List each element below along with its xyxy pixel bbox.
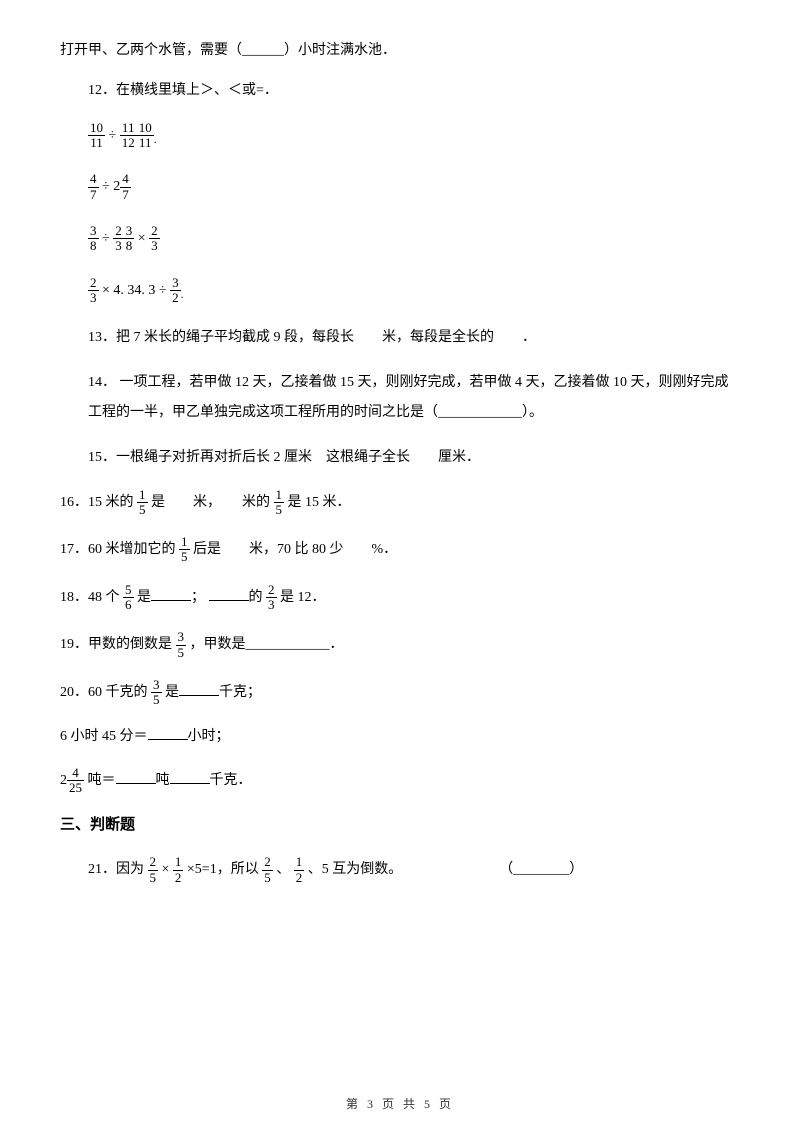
q12-expr2: 47 ÷ 247: [60, 172, 740, 202]
q12-prompt: 12．在横线里填上＞、＜或=．: [60, 80, 740, 102]
q16: 16．15 米的 15 是 米， 米的 15 是 15 米．: [60, 488, 740, 518]
intro-line: 打开甲、乙两个水管，需要（______）小时注满水池．: [60, 40, 740, 62]
q20-line1: 20．60 千克的 35 是千克；: [60, 678, 740, 708]
q18: 18．48 个 56 是； 的 23 是 12．: [60, 583, 740, 613]
q12-expr1: 1011 ÷ 11121011.: [60, 121, 740, 151]
q13: 13．把 7 米长的绳子平均截成 9 段，每段长 米，每段是全长的 ．: [60, 327, 740, 349]
q14: 14． 一项工程，若甲做 12 天，乙接着做 15 天，则刚好完成，若甲做 4 …: [60, 368, 740, 430]
q20-line2: 6 小时 45 分＝小时；: [60, 726, 740, 748]
q12-expr4: 23 × 4. 34. 3 ÷ 32.: [60, 276, 740, 306]
q12-expr3: 38 ÷ 2338 × 23: [60, 224, 740, 254]
q21: 21．因为 25 × 12 ×5=1，所以 25 、 12 、5 互为倒数。 （…: [60, 855, 740, 885]
q20-line3: 2425 吨＝吨千克．: [60, 766, 740, 796]
page-footer: 第 3 页 共 5 页: [0, 1095, 800, 1114]
q19: 19．甲数的倒数是 35 ，甲数是____________．: [60, 630, 740, 660]
q15: 15．一根绳子对折再对折后长 2 厘米 这根绳子全长 厘米．: [60, 447, 740, 469]
section3-title: 三、判断题: [60, 813, 740, 837]
q17: 17．60 米增加它的 15 后是 米，70 比 80 少 %．: [60, 535, 740, 565]
